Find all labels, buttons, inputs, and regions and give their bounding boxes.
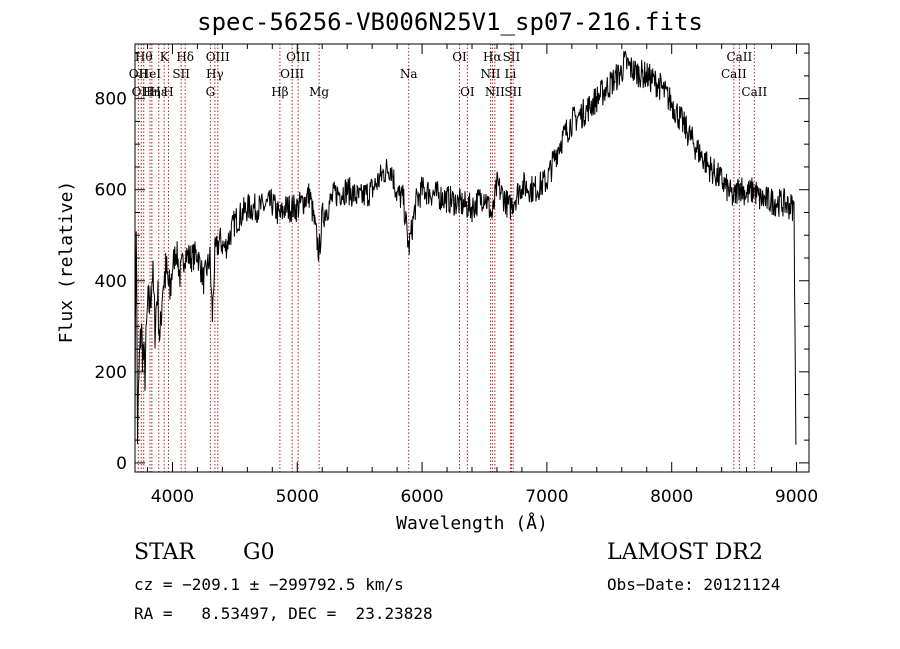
y-axis: 0 200 400 600 800	[95, 52, 809, 474]
line-label-19: OI	[460, 85, 475, 99]
y-tick-label-0: 0	[116, 454, 127, 474]
line-label-21: Hα	[483, 50, 502, 64]
line-label-22: NII	[485, 85, 505, 99]
line-label-3: HeI	[139, 67, 162, 81]
spectral-line-markers	[137, 44, 755, 472]
y-tick-label-3: 600	[95, 181, 127, 201]
coordinates: RA = 8.53497, DEC = 23.23828	[134, 604, 433, 623]
y-tick-label-1: 200	[95, 363, 127, 383]
line-label-1: OII	[132, 85, 152, 99]
line-label-14: OIII	[280, 67, 304, 81]
line-label-16: Mg	[309, 85, 329, 99]
x-tick-label-3: 7000	[525, 487, 568, 507]
chart-title: spec-56256-VB006N25V1_sp07-216.fits	[197, 8, 703, 36]
spectrum-line	[134, 50, 797, 445]
line-label-6: K	[160, 50, 170, 64]
y-tick-label-2: 400	[95, 272, 127, 292]
x-tick-label-5: 9000	[775, 487, 818, 507]
line-label-4: Hη	[143, 85, 161, 99]
line-label-13: Hβ	[271, 85, 288, 99]
x-tick-label-1: 5000	[276, 487, 319, 507]
line-label-8: SII	[172, 67, 190, 81]
line-label-2: Hθ	[135, 50, 153, 64]
line-label-24: SII	[503, 50, 521, 64]
redshift-velocity: cz = −209.1 ± −299792.5 km/s	[134, 575, 404, 594]
line-label-9: Hδ	[176, 50, 194, 64]
observation-date: Obs−Date: 20121124	[607, 575, 781, 594]
plot-frame	[134, 43, 810, 473]
line-label-15: OIII	[286, 50, 310, 64]
y-tick-label-4: 800	[95, 90, 127, 110]
line-label-5: Hε	[150, 85, 167, 99]
x-tick-label-4: 8000	[650, 487, 693, 507]
line-label-28: CaII	[741, 85, 767, 99]
line-label-17: Na	[400, 67, 418, 81]
line-label-26: CaII	[721, 67, 747, 81]
line-label-23: Li	[505, 67, 517, 81]
x-axis: 4000 5000 6000 7000 8000 9000	[146, 44, 818, 507]
y-axis-label: Flux (relative)	[56, 181, 77, 344]
line-label-20: NII	[480, 67, 500, 81]
line-label-25: SII	[504, 85, 522, 99]
subclass: G0	[243, 540, 275, 565]
x-tick-label-2: 6000	[400, 487, 443, 507]
line-label-7: H	[163, 85, 173, 99]
line-label-0: OII	[129, 67, 149, 81]
x-axis-label: Wavelength (Å)	[396, 512, 548, 534]
line-label-11: Hγ	[206, 67, 224, 81]
object-class: STAR	[134, 540, 195, 565]
line-label-27: CaII	[726, 50, 752, 64]
line-label-18: OI	[452, 50, 467, 64]
line-label-12: OIII	[206, 50, 230, 64]
x-tick-label-0: 4000	[151, 487, 194, 507]
survey-name: LAMOST DR2	[607, 540, 763, 565]
line-label-10: G	[206, 85, 216, 99]
